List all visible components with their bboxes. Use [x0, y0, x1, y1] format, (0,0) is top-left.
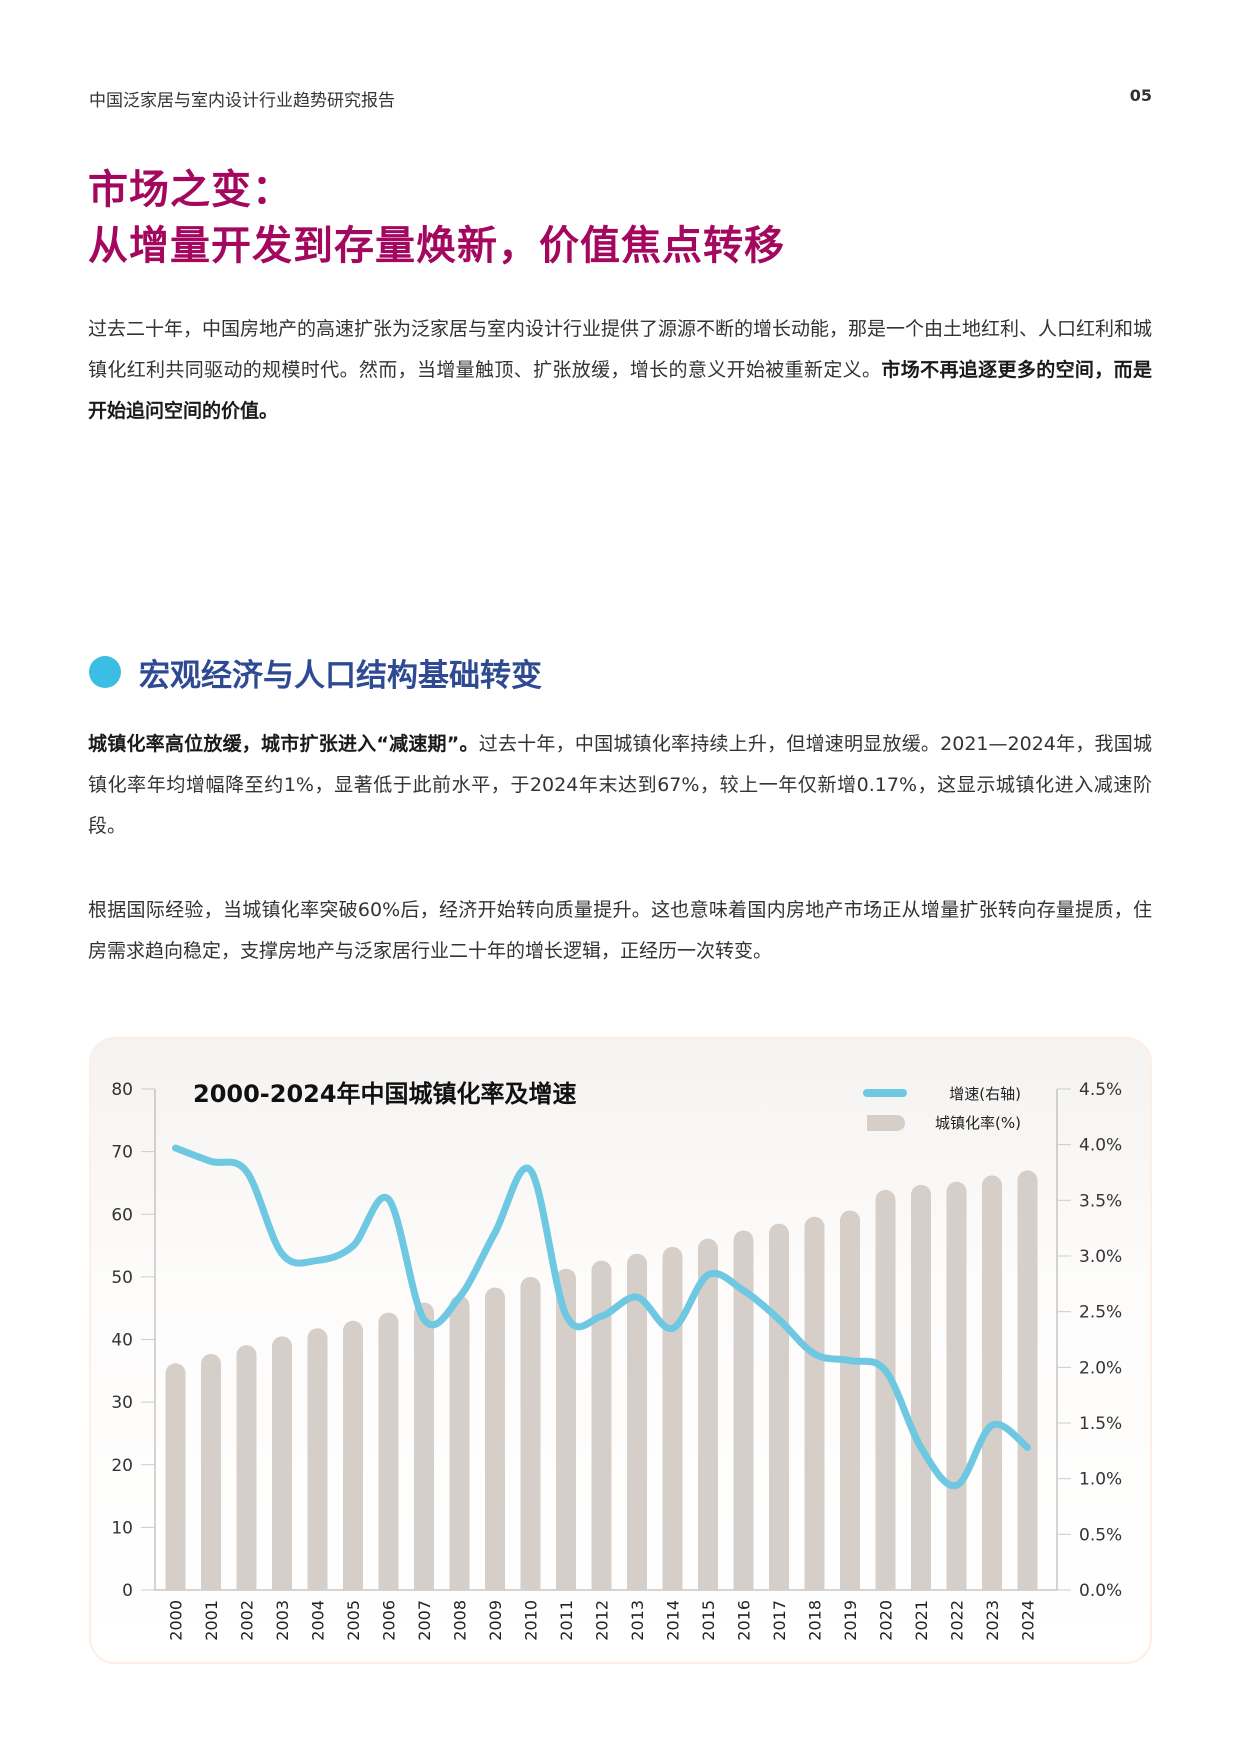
x-tick-label: 2024 [1019, 1600, 1038, 1641]
x-tick-label: 2018 [806, 1600, 825, 1641]
x-tick-label: 2020 [877, 1600, 896, 1641]
left-axis-tick-label: 80 [111, 1080, 133, 1100]
bar-2023 [982, 1175, 1002, 1590]
page-number: 05 [1129, 86, 1152, 105]
bar-2022 [946, 1181, 967, 1590]
x-tick-label: 2015 [699, 1600, 718, 1641]
legend-rate: 城镇化率(%) [935, 1114, 1021, 1132]
bar-2021 [911, 1184, 931, 1590]
bar-2000 [165, 1363, 186, 1590]
page-title-line2: 从增量开发到存量焕新，价值焦点转移 [88, 223, 785, 269]
x-tick-label: 2016 [735, 1600, 754, 1641]
right-axis-tick-label: 1.0% [1079, 1470, 1122, 1490]
bar-2015 [698, 1238, 718, 1590]
x-tick-label: 2014 [664, 1600, 683, 1641]
x-tick-label: 2023 [983, 1600, 1002, 1641]
x-tick-label: 2006 [380, 1600, 399, 1641]
x-tick-label: 2002 [238, 1600, 257, 1641]
x-tick-label: 2000 [167, 1600, 186, 1641]
x-tick-label: 2013 [628, 1600, 647, 1641]
x-tick-label: 2001 [202, 1600, 221, 1641]
chart-legend: 增速(右轴) 城镇化率(%) [863, 1085, 1021, 1132]
right-axis-tick-label: 3.0% [1079, 1247, 1122, 1267]
bar-2020 [875, 1189, 896, 1590]
bar-2014 [662, 1246, 683, 1590]
bar-2005 [343, 1320, 363, 1590]
section-heading: 宏观经济与人口结构基础转变 [89, 650, 542, 694]
page-title-line1: 市场之变： [88, 167, 293, 213]
x-tick-label: 2007 [415, 1600, 434, 1641]
urbanization-bold: 城镇化率高位放缓，城市扩张进入“减速期”。 [88, 733, 479, 755]
bar-2016 [733, 1230, 754, 1590]
urbanization-chart: 2000-2024年中国城镇化率及增速 增速(右轴) 城镇化率(%) 0 10 20… [111, 1080, 1122, 1641]
left-axis-tick-label: 40 [111, 1331, 133, 1351]
right-axis-tick-label: 2.0% [1079, 1358, 1122, 1378]
x-tick-label: 2017 [770, 1600, 789, 1641]
bar-2018 [804, 1216, 825, 1590]
left-axis-tick-label: 30 [111, 1393, 133, 1413]
bullet-dot-icon [89, 656, 121, 688]
bar-2019 [840, 1210, 860, 1590]
section-heading-text: 宏观经济与人口结构基础转变 [139, 657, 542, 694]
bar-2003 [272, 1336, 292, 1590]
left-axis-tick-label: 70 [111, 1143, 133, 1163]
x-tick-label: 2004 [309, 1600, 328, 1641]
x-tick-label: 2008 [451, 1600, 470, 1641]
page-title: 市场之变： 从增量开发到存量焕新，价值焦点转移 [88, 162, 785, 274]
left-axis-tick-label: 0 [122, 1581, 133, 1601]
bar-2002 [236, 1345, 257, 1590]
bar-2012 [591, 1260, 612, 1590]
bar-2024 [1017, 1170, 1038, 1590]
chart-title: 2000-2024年中国城镇化率及增速 [193, 1080, 577, 1108]
x-tick-label: 2019 [841, 1600, 860, 1641]
x-tick-label: 2022 [948, 1600, 967, 1641]
bar-2009 [485, 1287, 505, 1590]
right-axis-tick-label: 4.0% [1079, 1136, 1122, 1156]
bar-2001 [201, 1353, 221, 1590]
bar-2004 [307, 1328, 328, 1590]
right-axis-tick-label: 2.5% [1079, 1303, 1122, 1323]
intro-text: 过去二十年，中国房地产的高速扩张为泛家居与室内设计行业提供了源源不断的增长动能，… [88, 318, 1153, 381]
left-axis-tick-label: 20 [111, 1456, 133, 1476]
right-axis-tick-label: 0.5% [1079, 1525, 1122, 1545]
x-tick-label: 2021 [912, 1600, 931, 1641]
bar-2017 [769, 1223, 789, 1590]
right-axis-tick-label: 0.0% [1079, 1581, 1122, 1601]
x-tick-label: 2009 [486, 1600, 505, 1641]
x-tick-label: 2003 [273, 1600, 292, 1641]
bar-2013 [627, 1253, 647, 1590]
intro-paragraph: 过去二十年，中国房地产的高速扩张为泛家居与室内设计行业提供了源源不断的增长动能，… [88, 309, 1152, 432]
international-text: 根据国际经验，当城镇化率突破60%后，经济开始转向质量提升。这也意味着国内房地产… [88, 899, 1152, 962]
left-axis-tick-label: 10 [111, 1518, 133, 1538]
urbanization-paragraph: 城镇化率高位放缓，城市扩张进入“减速期”。过去十年，中国城镇化率持续上升，但增速… [88, 724, 1152, 847]
right-axis-tick-label: 4.5% [1079, 1080, 1122, 1100]
intro-bold: 市场不再追逐更多的空间，而是开始追问空间的价值。 [88, 359, 1152, 422]
chart-card: 2000-2024年中国城镇化率及增速 增速(右轴) 城镇化率(%) 0 10 20… [89, 1037, 1152, 1664]
bar-2006 [378, 1312, 399, 1590]
x-tick-label: 2011 [557, 1600, 576, 1641]
bar-2008 [449, 1295, 470, 1590]
right-axis-tick-label: 3.5% [1079, 1191, 1122, 1211]
bar-2007 [414, 1302, 434, 1590]
legend-growth: 增速(右轴) [949, 1085, 1021, 1103]
x-tick-label: 2005 [344, 1600, 363, 1641]
right-axis-tick-label: 1.5% [1079, 1414, 1122, 1434]
left-axis-tick-label: 50 [111, 1268, 133, 1288]
urbanization-text: 过去十年，中国城镇化率持续上升，但增速明显放缓。2021—2024年，我国城镇化… [88, 733, 1152, 837]
bar-2011 [556, 1268, 576, 1590]
report-title-header: 中国泛家居与室内设计行业趋势研究报告 [89, 91, 395, 111]
international-paragraph: 根据国际经验，当城镇化率突破60%后，经济开始转向质量提升。这也意味着国内房地产… [88, 890, 1152, 972]
bar-2010 [520, 1276, 541, 1590]
x-tick-label: 2012 [593, 1600, 612, 1641]
legend-bar-swatch [867, 1115, 905, 1131]
left-axis-tick-label: 60 [111, 1205, 133, 1225]
x-tick-label: 2010 [522, 1600, 541, 1641]
